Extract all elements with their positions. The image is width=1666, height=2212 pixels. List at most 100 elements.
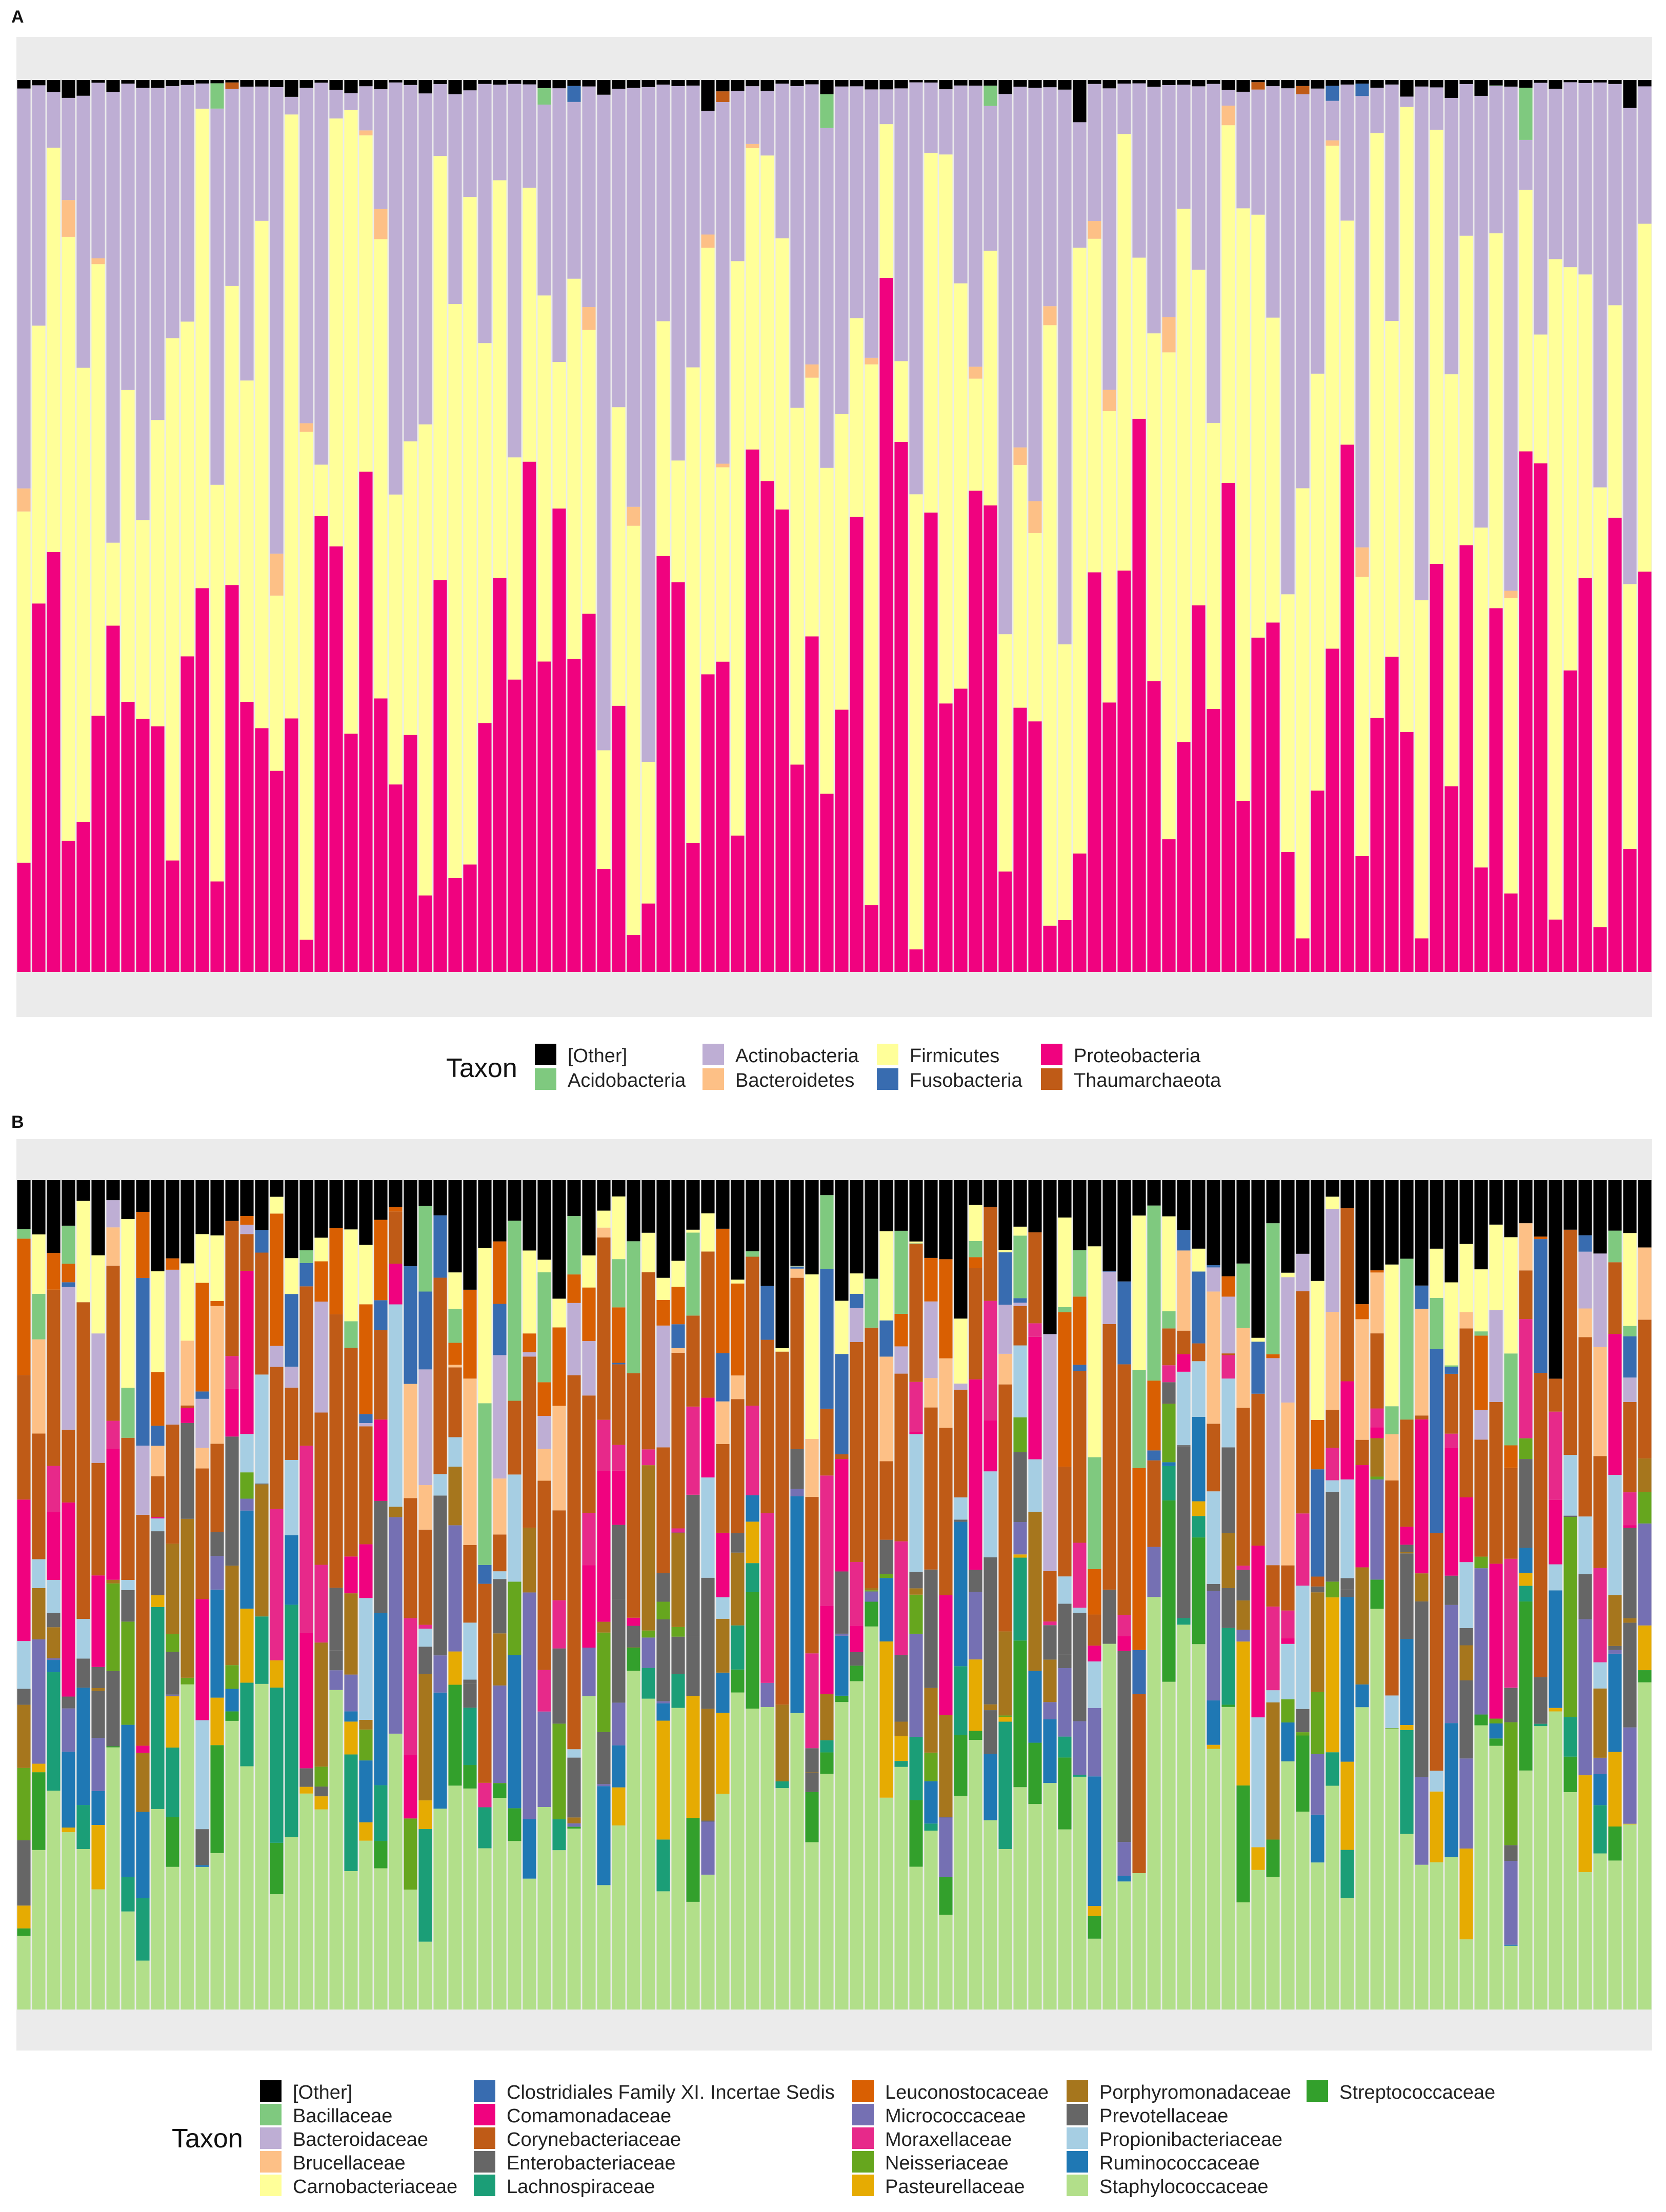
panel-b-bar-segment-carnobacteriaceae [285, 1258, 298, 1294]
panel-b-bar-segment-brucellaceae [180, 1341, 194, 1406]
panel-b-bar-segment-lachnospiraceae [76, 1805, 90, 1849]
panel-b-bar-segment-pasteurellaceae [1013, 1554, 1027, 1558]
panel-a-bar-segment-actinobacteria [359, 86, 373, 131]
panel-b-bar-segment-other [151, 1180, 165, 1271]
panel-a-bar-segment-proteobacteria [1296, 938, 1310, 972]
panel-b-bar-segment-corynebacteriaceae [865, 1327, 878, 1589]
panel-b-bar-segment-other [998, 1180, 1012, 1250]
panel-b-bar-segment-prevotellaceae [493, 1579, 507, 1634]
panel-b-bar-segment-other [865, 1180, 878, 1279]
panel-b-bar-segment-clostridiales-family-xi-incertae-sedis [136, 1278, 150, 1446]
panel-b-bar-segment-ruminococcaceae [210, 1589, 224, 1698]
panel-b-legend-key-bacillaceae [260, 2104, 282, 2125]
panel-b-bar-segment-corynebacteriaceae [656, 1447, 670, 1573]
panel-b-bar-segment-lachnospiraceae [418, 1829, 432, 1942]
panel-a-bar-segment-actinobacteria [314, 83, 328, 465]
panel-b-bar-segment-staphylococcaceae [537, 1807, 551, 2010]
panel-b-bar-segment-corynebacteriaceae [32, 1433, 46, 1559]
panel-a-bar-segment-proteobacteria [195, 588, 209, 972]
panel-a-bar-segment-actinobacteria [1207, 84, 1220, 423]
panel-b-bar-segment-brucellaceae [1459, 1312, 1473, 1329]
panel-b-bar-segment-prevotellaceae [91, 1667, 105, 1688]
panel-a-bar-segment-proteobacteria [374, 698, 388, 972]
panel-b-bar-segment-lachnospiraceae [820, 1740, 834, 1753]
panel-b-bar-segment-other [1563, 1180, 1577, 1230]
panel-b-bar-segment-corynebacteriaceae [1474, 1439, 1488, 1557]
panel-a-legend-key-acidobacteria [535, 1068, 556, 1090]
panel-b-bar-segment-bacillaceae [1132, 1370, 1146, 1468]
panel-a-bar-segment-proteobacteria [1266, 622, 1280, 972]
panel-b-bar-segment-clostridiales-family-xi-incertae-sedis [151, 1426, 165, 1446]
panel-b-bar-segment-propionibacteriaceae [1221, 1378, 1235, 1448]
panel-b-bar-segment-corynebacteriaceae [612, 1364, 626, 1445]
panel-a-bar-segment-proteobacteria [1340, 444, 1354, 972]
panel-b-bar-segment-staphylococcaceae [1578, 1872, 1592, 2010]
panel-b-bar-segment-staphylococcaceae [404, 1890, 417, 2010]
panel-a-bar-segment-proteobacteria [106, 625, 120, 972]
panel-b-bar-segment-moraxellaceae [1549, 1411, 1562, 1500]
panel-b-bar-segment-leuconostocaceae [1147, 1381, 1161, 1451]
panel-a-bar-segment-actinobacteria [805, 84, 819, 364]
panel-b-bar-segment-corynebacteriaceae [1563, 1229, 1577, 1455]
panel-b-bar-segment-corynebacteriaceae [1534, 1373, 1548, 1677]
panel-a-bar-segment-firmicutes [1578, 274, 1592, 578]
panel-b-legend-label-staphylococcaceae: Staphylococcaceae [1099, 2176, 1269, 2198]
panel-a-bar-segment-actinobacteria [47, 92, 61, 148]
panel-b-bar-segment-neisseriaceae [1385, 1728, 1399, 1729]
panel-a-bar-segment-firmicutes [285, 114, 298, 719]
panel-a-bar-segment-bacteroidetes [1355, 547, 1369, 577]
panel-b-bar-segment-lachnospiraceae [894, 1761, 908, 1767]
panel-b-bar-segment-neisseriaceae [1311, 1692, 1324, 1754]
panel-b-bar-segment-corynebacteriaceae [1251, 1393, 1265, 1546]
panel-b-bar-segment-prevotellaceae [1043, 1625, 1057, 1660]
panel-b-bar-segment-propionibacteriaceae [121, 1580, 135, 1590]
panel-b-bar-segment-comamonadaceae [1281, 1638, 1295, 1644]
panel-b-bar-segment-porphyromonadaceae [136, 1753, 150, 1812]
panel-b-bar-segment-clostridiales-family-xi-incertae-sedis [716, 1353, 730, 1402]
panel-a-bar-segment-actinobacteria [106, 92, 120, 543]
panel-b-bar-segment-clostridiales-family-xi-incertae-sedis [1013, 1298, 1027, 1303]
panel-b-bar-segment-other [1623, 1180, 1637, 1233]
panel-b-bar-segment-bacteroidaceae [1326, 1209, 1339, 1312]
panel-b-bar-segment-other [746, 1180, 759, 1251]
panel-a-bar-segment-actinobacteria [969, 85, 982, 367]
panel-b-bar-segment-lachnospiraceae [285, 1605, 298, 1837]
panel-b-bar-segment-moraxellaceae [850, 1561, 864, 1626]
panel-b-legend-label-lachnospiraceae: Lachnospiraceae [507, 2176, 655, 2198]
panel-a-bar-segment-proteobacteria [1444, 786, 1458, 972]
panel-b-bar-segment-comamonadaceae [389, 1264, 403, 1305]
panel-b-bar-segment-ruminococcaceae [954, 1521, 968, 1667]
panel-b-bar-segment-propionibacteriaceae [1385, 1695, 1399, 1729]
panel-b-bar-segment-micrococcaceae [1638, 1523, 1652, 1626]
panel-b-bar-segment-enterobacteriaceae [210, 1532, 224, 1556]
panel-a-bar-segment-other [1370, 80, 1384, 88]
panel-b-bar-segment-lachnospiraceae [255, 1616, 269, 1684]
panel-b-bar-segment-lachnospiraceae [671, 1674, 685, 1708]
panel-b-bar-segment-ruminococcaceae [508, 1655, 521, 1809]
panel-b-bar-segment-comamonadaceae [180, 1408, 194, 1423]
panel-a-bar-segment-proteobacteria [1608, 517, 1622, 972]
panel-b-bar-segment-bacteroidaceae [537, 1416, 551, 1449]
panel-a-bar-segment-proteobacteria [1578, 578, 1592, 972]
panel-b-bar-segment-bacillaceae [1073, 1250, 1087, 1297]
panel-b-bar-segment-brucellaceae [1281, 1402, 1295, 1566]
panel-a-bar-segment-other [285, 80, 298, 97]
panel-b-bar-segment-propionibacteriaceae [433, 1474, 447, 1496]
panel-b-bar-segment-other [344, 1180, 358, 1230]
panel-b-bar-segment-ruminococcaceae [1400, 1639, 1414, 1726]
panel-a-bar-segment-actinobacteria [954, 85, 968, 283]
panel-a-bar-segment-other [1489, 80, 1503, 86]
panel-b-bar-segment-staphylococcaceae [329, 1690, 343, 2010]
panel-b-bar-segment-bacteroidaceae [359, 1423, 373, 1427]
panel-b-bar-segment-clostridiales-family-xi-incertae-sedis [879, 1320, 893, 1357]
panel-b-bar-segment-pasteurellaceae [1088, 1906, 1101, 1916]
panel-b-bar-segment-lachnospiraceae [151, 1607, 165, 1809]
panel-a-bar-segment-other [567, 80, 581, 86]
panel-a-bar-segment-other [404, 80, 417, 85]
panel-a-bar-segment-proteobacteria [1326, 648, 1339, 972]
panel-a-bar-segment-actinobacteria [1549, 89, 1562, 259]
panel-a-bar-segment-actinobacteria [1430, 87, 1443, 130]
panel-b-bar-segment-leuconostocaceae [1370, 1270, 1384, 1273]
panel-b-bar-segment-bacteroidaceae [1043, 1334, 1057, 1571]
panel-a-bar-segment-firmicutes [62, 236, 75, 841]
